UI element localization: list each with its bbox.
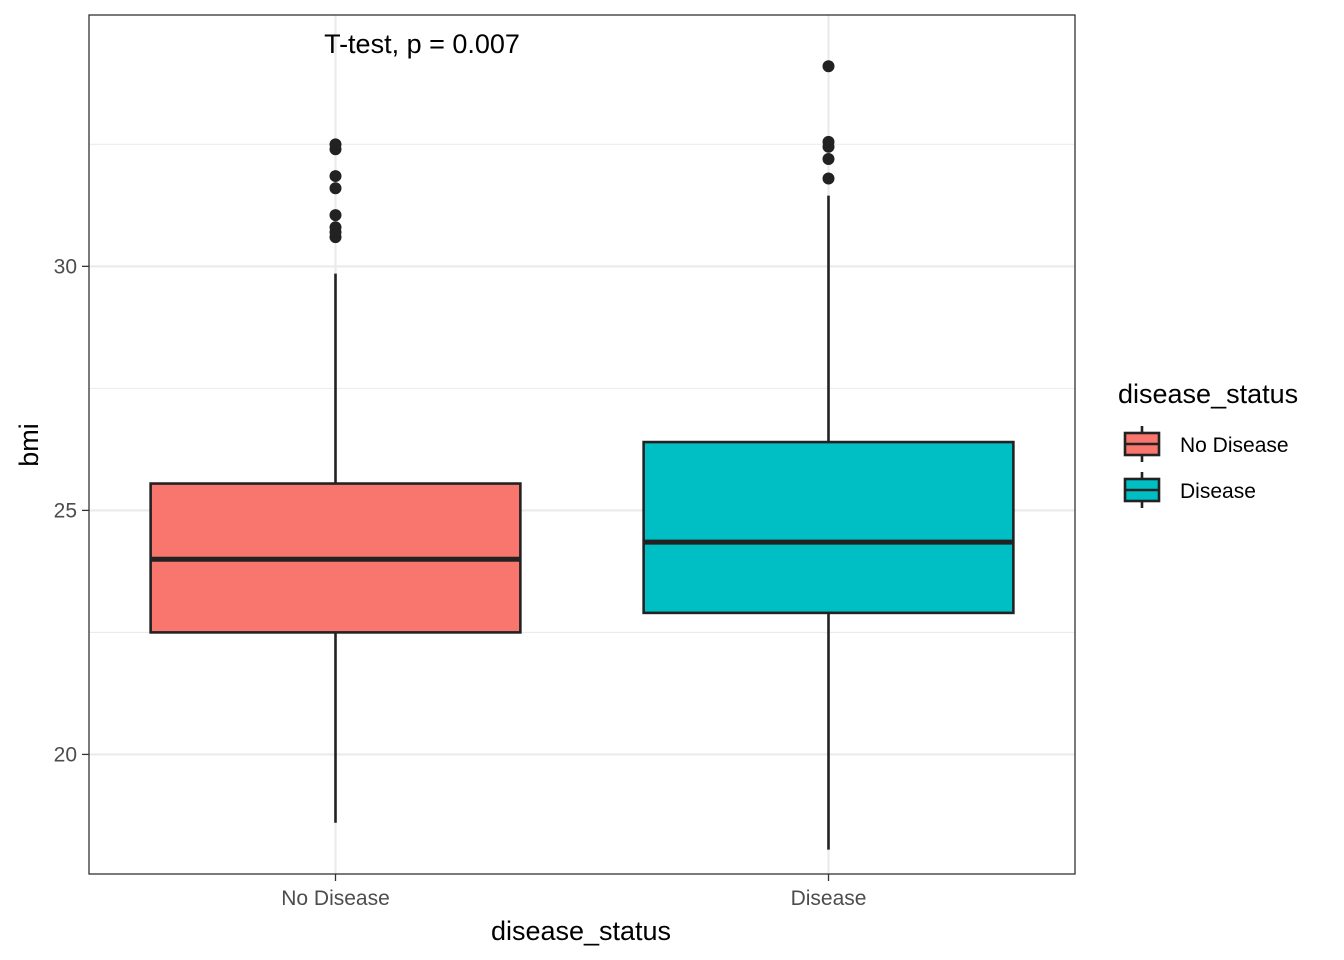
x-tick-label: Disease: [791, 887, 867, 910]
legend-label: Disease: [1180, 480, 1256, 503]
outlier-point: [329, 138, 342, 151]
outlier-point: [822, 172, 835, 185]
box-no-disease: [149, 138, 522, 823]
legend-label: No Disease: [1180, 434, 1289, 457]
outlier-point: [329, 209, 342, 222]
x-axis-title: disease_status: [491, 916, 671, 946]
panel-border: [88, 14, 1076, 875]
legend-key-disease: Disease: [1123, 472, 1256, 508]
box-disease: [642, 60, 1015, 850]
y-axis: 20 25 30: [54, 255, 89, 766]
outlier-point: [822, 60, 835, 73]
y-tick-label: 20: [54, 743, 77, 766]
outlier-point: [822, 152, 835, 165]
legend-title: disease_status: [1118, 379, 1298, 409]
x-tick-label: No Disease: [281, 887, 390, 910]
y-tick-label: 30: [54, 255, 77, 278]
box-series: [149, 60, 1015, 850]
outlier-point: [329, 221, 342, 234]
y-tick-label: 25: [54, 499, 77, 522]
t-test-annotation: T-test, p = 0.007: [324, 29, 520, 59]
outlier-point: [329, 182, 342, 195]
y-axis-title: bmi: [14, 423, 44, 467]
legend: disease_status No Disease Disease: [1118, 379, 1298, 508]
box-iqr: [642, 440, 1015, 615]
outlier-point: [329, 170, 342, 183]
x-axis: No Disease Disease: [281, 874, 866, 910]
legend-key-no-disease: No Disease: [1123, 426, 1289, 462]
outlier-point: [822, 135, 835, 148]
